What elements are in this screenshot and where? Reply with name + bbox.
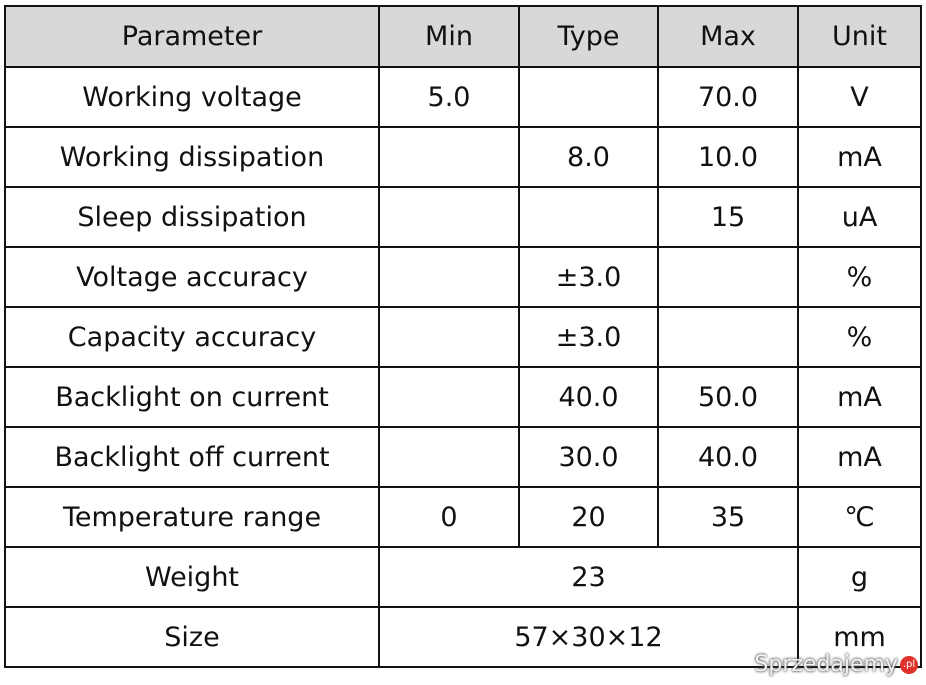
header-cell: Min	[378, 5, 520, 68]
table-cell: Backlight off current	[4, 426, 380, 488]
table-cell: 35	[657, 486, 799, 548]
table-cell	[657, 306, 799, 368]
table-cell: 23	[378, 546, 799, 608]
header-cell: Max	[657, 5, 799, 68]
table-row: Backlight on current 40.0 50.0 mA	[4, 366, 922, 428]
table-cell	[378, 246, 520, 308]
table-cell	[378, 426, 520, 488]
table-cell: Capacity accuracy	[4, 306, 380, 368]
table-cell	[518, 66, 659, 128]
table-cell: %	[797, 306, 922, 368]
table-cell	[378, 366, 520, 428]
table-cell: 40.0	[657, 426, 799, 488]
table-cell	[378, 126, 520, 188]
table-row: Working dissipation 8.0 10.0 mA	[4, 126, 922, 188]
table-cell: 0	[378, 486, 520, 548]
table-cell: 15	[657, 186, 799, 248]
table-cell: mA	[797, 126, 922, 188]
table-row: Capacity accuracy ±3.0%	[4, 306, 922, 368]
table-cell: Weight	[4, 546, 380, 608]
watermark: Sprzedajemy .pl	[754, 652, 918, 677]
table-row: Size 57×30×12 mm	[4, 606, 922, 668]
table-cell: 20	[518, 486, 659, 548]
table-cell: 57×30×12	[378, 606, 799, 668]
table-cell: g	[797, 546, 922, 608]
table-cell: V	[797, 66, 922, 128]
table-cell: 40.0	[518, 366, 659, 428]
table-row: Working voltage 5.0 70.0 V	[4, 66, 922, 128]
table-cell	[378, 186, 520, 248]
table-cell: 8.0	[518, 126, 659, 188]
table-cell: Voltage accuracy	[4, 246, 380, 308]
table-cell: Working dissipation	[4, 126, 380, 188]
table-cell: mA	[797, 366, 922, 428]
table-cell: %	[797, 246, 922, 308]
table-cell: ℃	[797, 486, 922, 548]
table-cell: Backlight on current	[4, 366, 380, 428]
table-cell: 5.0	[378, 66, 520, 128]
header-cell: Unit	[797, 5, 922, 68]
table-cell: uA	[797, 186, 922, 248]
header-cell: Parameter	[4, 5, 380, 68]
spec-table: Parameter Min Type Max Unit Working voltage 5…	[4, 5, 922, 668]
table-cell: 50.0	[657, 366, 799, 428]
watermark-text: Sprzedajemy	[754, 652, 898, 677]
table-cell: 30.0	[518, 426, 659, 488]
table-row: Voltage accuracy ±3.0%	[4, 246, 922, 308]
table-cell: mA	[797, 426, 922, 488]
table-body: Working voltage 5.0 70.0 V Working dissipati…	[4, 66, 922, 668]
table-cell	[657, 246, 799, 308]
table-cell	[518, 186, 659, 248]
watermark-badge: .pl	[900, 655, 918, 674]
table-cell: mm	[797, 606, 922, 668]
table-row: Sleep dissipation 15 uA	[4, 186, 922, 248]
table-cell: Temperature range	[4, 486, 380, 548]
table-cell: ±3.0	[518, 306, 659, 368]
table-cell	[378, 306, 520, 368]
table-cell: ±3.0	[518, 246, 659, 308]
table-cell: Sleep dissipation	[4, 186, 380, 248]
header-cell: Type	[518, 5, 659, 68]
table-cell: 70.0	[657, 66, 799, 128]
table-cell: Working voltage	[4, 66, 380, 128]
table-row: Temperature range 0 20 35 ℃	[4, 486, 922, 548]
table-cell: 10.0	[657, 126, 799, 188]
table-cell: Size	[4, 606, 380, 668]
header-row: Parameter Min Type Max Unit	[4, 5, 922, 68]
table-row: Backlight off current 30.0 40.0 mA	[4, 426, 922, 488]
table-row: Weight 23 g	[4, 546, 922, 608]
